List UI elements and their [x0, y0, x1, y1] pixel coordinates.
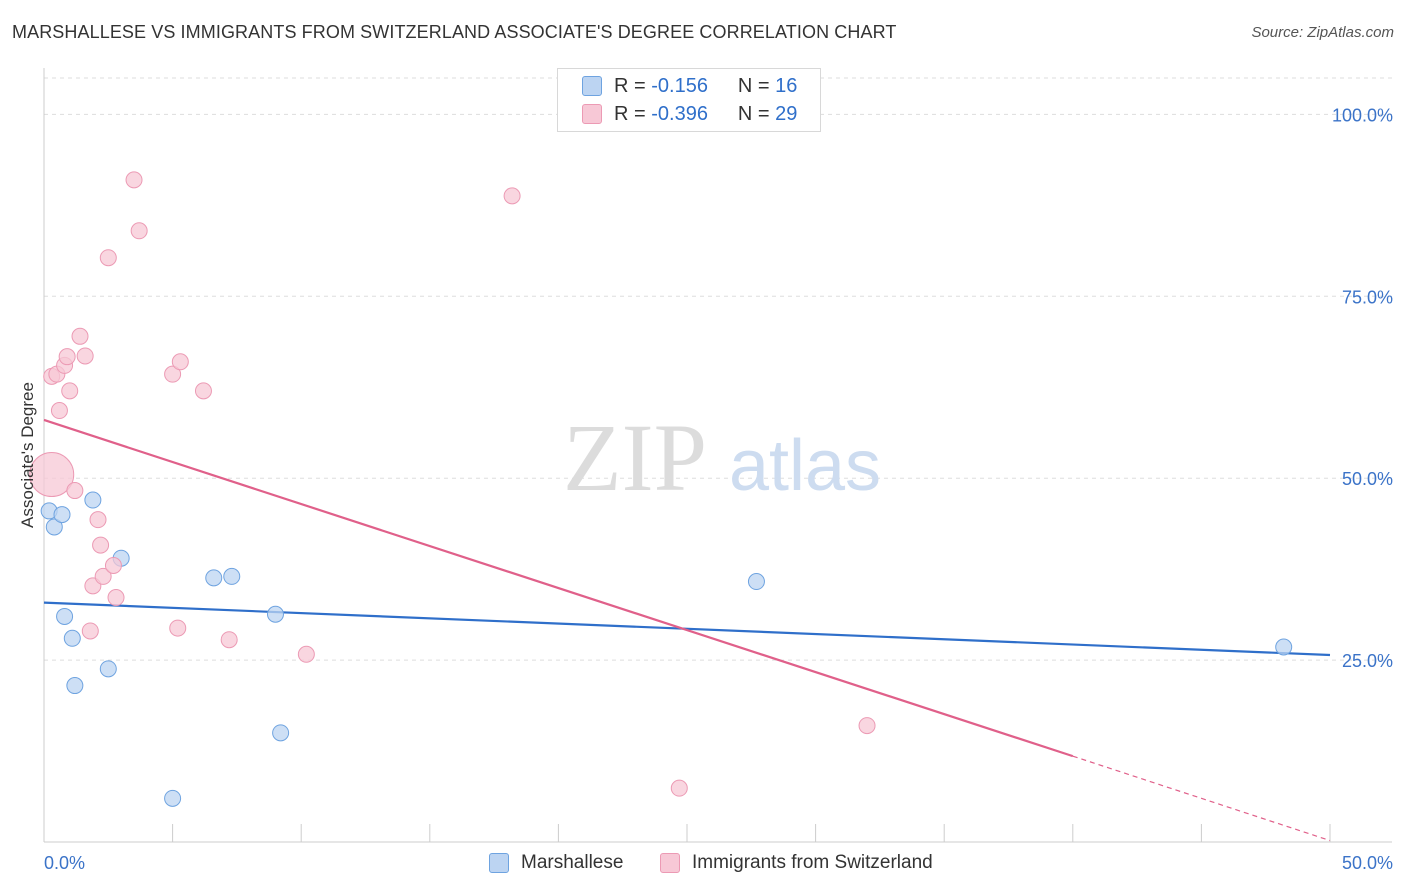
point-marshallese: [63, 629, 81, 647]
point-marshallese: [205, 569, 223, 587]
axis-layer: [43, 68, 1392, 843]
legend-swatch-blue: [489, 853, 509, 873]
point-switzerland: [107, 589, 125, 607]
legend-r-label: R =: [614, 74, 646, 97]
legend-n-value: 16: [775, 74, 798, 97]
point-switzerland: [130, 222, 148, 240]
watermark-atlas: atlas: [729, 426, 881, 506]
point-marshallese: [266, 605, 284, 623]
point-marshallese: [45, 518, 63, 536]
legend-n-value: 29: [775, 102, 798, 125]
legend-r-label: R =: [614, 102, 646, 125]
y-axis-label: Associate's Degree: [18, 382, 37, 528]
point-switzerland: [81, 622, 99, 640]
x-tick-label: 50.0%: [1342, 853, 1393, 873]
point-switzerland: [164, 365, 182, 383]
grid-layer: [44, 77, 1392, 661]
point-marshallese: [272, 724, 290, 742]
point-marshallese: [66, 677, 84, 695]
legend-label-switzerland: Immigrants from Switzerland: [692, 852, 933, 873]
point-switzerland: [92, 536, 110, 554]
point-marshallese: [84, 491, 102, 509]
chart-title: MARSHALLESE VS IMMIGRANTS FROM SWITZERLA…: [12, 22, 897, 42]
legend-swatch-pink: [582, 104, 602, 124]
legend-r-value: -0.156: [651, 74, 708, 97]
point-switzerland: [58, 348, 76, 366]
point-switzerland: [66, 482, 84, 500]
tick-labels: 25.0% 50.0% 75.0% 100.0% 0.0% 50.0%: [44, 105, 1393, 873]
point-switzerland: [29, 452, 75, 498]
trend-line-marshallese: [43, 601, 1331, 657]
point-switzerland: [104, 557, 122, 575]
point-switzerland: [61, 382, 79, 400]
point-switzerland: [169, 619, 187, 637]
point-marshallese: [747, 573, 765, 591]
legend-item-switzerland[interactable]: Immigrants from Switzerland: [660, 852, 933, 874]
points-layer: [29, 171, 1293, 807]
point-switzerland: [125, 171, 143, 189]
point-marshallese: [164, 789, 182, 807]
point-switzerland: [220, 631, 238, 649]
legend-item-marshallese[interactable]: Marshallese: [489, 852, 623, 874]
point-switzerland: [99, 249, 117, 267]
legend-swatch-blue: [582, 76, 602, 96]
y-tick-label: 50.0%: [1342, 469, 1393, 489]
watermark: ZIP atlas: [563, 404, 881, 511]
trend-line-extension: [1072, 755, 1331, 842]
point-switzerland: [171, 353, 189, 371]
watermark-zip: ZIP: [563, 404, 707, 511]
legend-n-label: N =: [737, 74, 770, 97]
point-switzerland: [670, 779, 688, 797]
legend-row-switzerland: R = -0.396 N = 29: [582, 102, 797, 126]
y-tick-label: 75.0%: [1342, 287, 1393, 307]
point-switzerland: [503, 187, 521, 205]
source-label: Source: ZipAtlas.com: [1251, 24, 1394, 41]
legend-r-value: -0.396: [651, 102, 708, 125]
legend-label-marshallese: Marshallese: [521, 852, 624, 873]
legend-swatch-pink: [660, 853, 680, 873]
legend-n-label: N =: [737, 102, 770, 125]
point-marshallese: [53, 506, 71, 524]
point-switzerland: [89, 511, 107, 529]
trend-line-switzerland: [43, 418, 1074, 758]
point-switzerland: [297, 645, 315, 663]
point-marshallese: [1275, 638, 1293, 656]
point-marshallese: [56, 607, 74, 625]
point-switzerland: [50, 402, 68, 420]
point-switzerland: [76, 347, 94, 365]
point-switzerland: [858, 717, 876, 735]
trend-layer: [43, 418, 1331, 842]
correlation-legend: R = -0.156 N = 16 R = -0.396 N = 29: [557, 68, 821, 132]
legend-row-marshallese: R = -0.156 N = 16: [582, 74, 797, 98]
x-tick-label: 0.0%: [44, 853, 85, 873]
point-switzerland: [71, 327, 89, 345]
point-marshallese: [99, 660, 117, 678]
y-tick-label: 100.0%: [1332, 105, 1393, 125]
point-switzerland: [94, 567, 112, 585]
point-switzerland: [194, 382, 212, 400]
y-tick-label: 25.0%: [1342, 651, 1393, 671]
point-marshallese: [223, 567, 241, 585]
